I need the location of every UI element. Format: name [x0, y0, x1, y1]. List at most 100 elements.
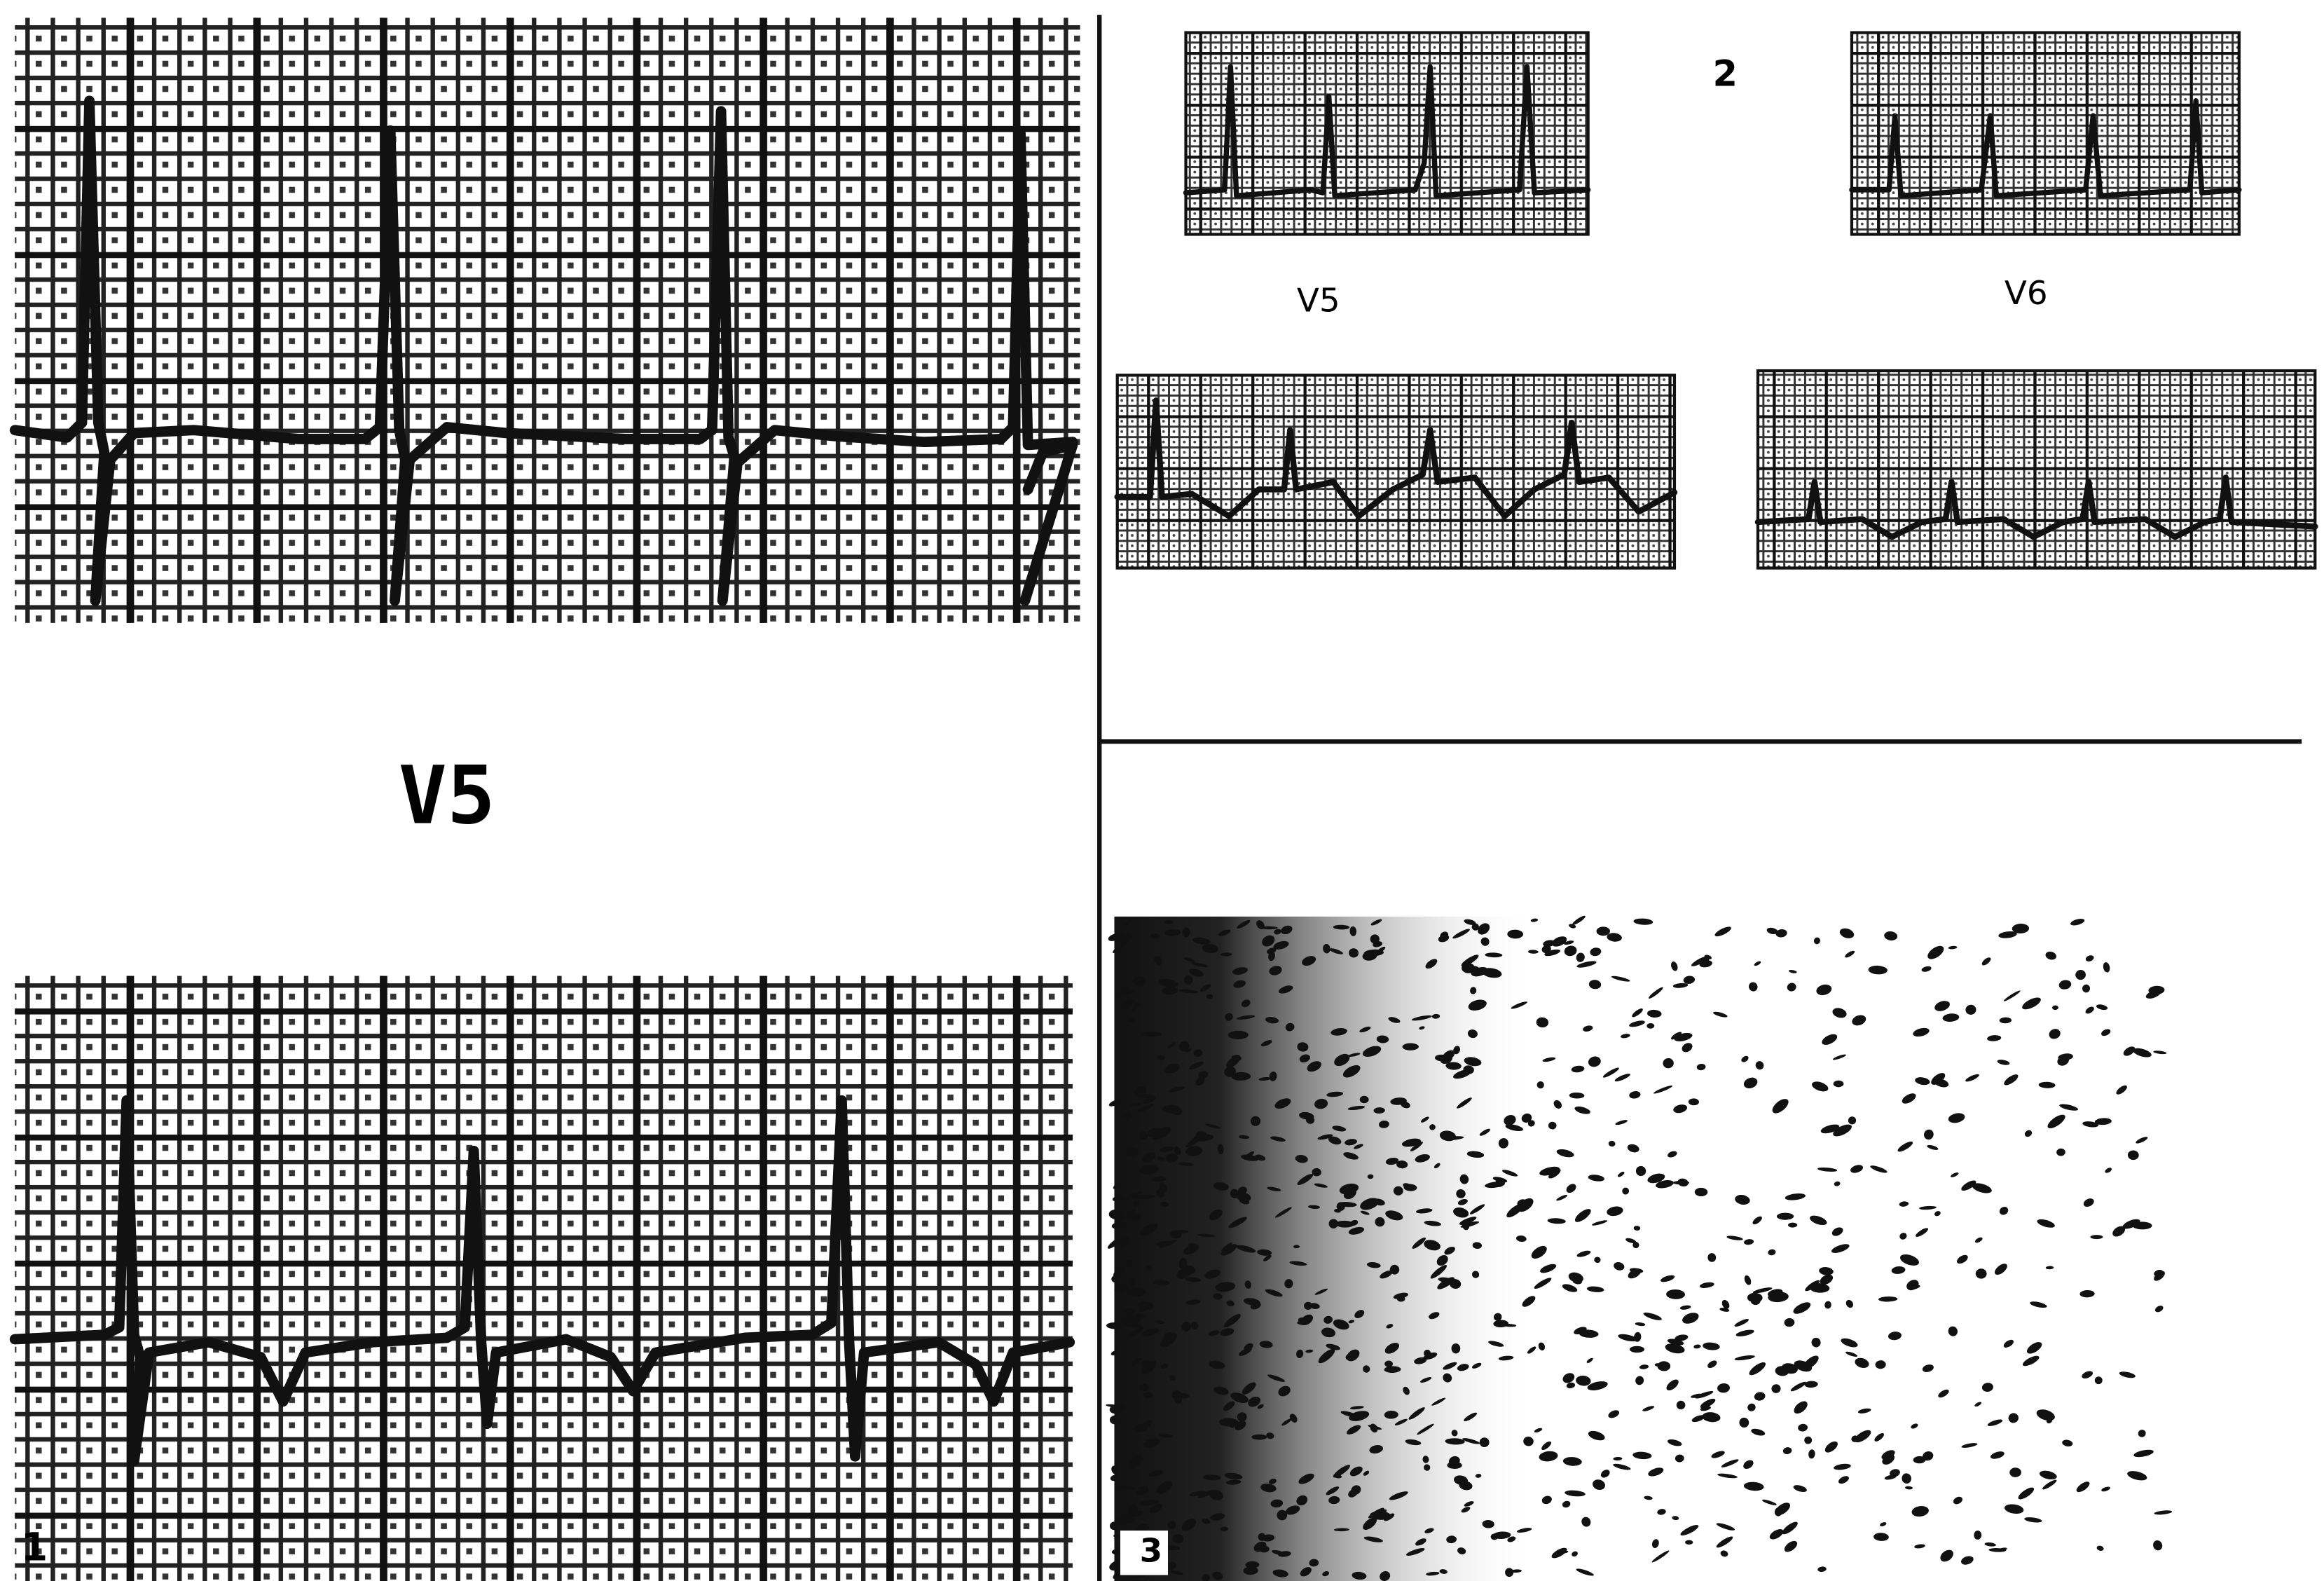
tissue-speckle [1464, 1501, 1474, 1507]
tissue-speckle [1348, 1053, 1361, 1057]
tissue-speckle [1990, 1451, 2005, 1459]
tissue-speckle [1111, 1350, 1118, 1356]
tissue-speckle [1160, 1363, 1169, 1369]
tissue-speckle [2083, 1198, 2094, 1207]
tissue-speckle [1479, 1437, 1490, 1448]
tissue-speckle [1523, 1436, 1534, 1446]
tissue-speckle [1434, 1054, 1449, 1062]
tissue-speckle [1145, 1266, 1152, 1271]
tissue-speckle [1366, 1262, 1381, 1268]
tissue-speckle [1562, 1500, 1571, 1508]
tissue-speckle [1972, 1183, 1992, 1193]
tissue-speckle [1646, 1009, 1662, 1018]
tissue-speckle [1607, 1206, 1623, 1217]
tissue-speckle [1380, 1270, 1393, 1279]
tissue-speckle [2037, 1219, 2055, 1228]
tissue-speckle [1839, 928, 1855, 938]
tissue-speckle [1139, 1384, 1150, 1392]
tissue-speckle [1299, 1111, 1314, 1120]
tissue-speckle [2036, 1409, 2055, 1421]
tissue-speckle [1618, 1334, 1637, 1342]
tissue-speckle [1328, 1136, 1342, 1145]
tissue-speckle [1225, 1479, 1242, 1485]
tissue-speckle [1308, 1205, 1320, 1210]
tissue-speckle [1451, 1343, 1461, 1354]
tissue-speckle [1608, 1140, 1616, 1147]
tissue-speckle [2123, 1046, 2136, 1056]
tissue-speckle [1522, 1296, 1536, 1307]
tissue-speckle [1430, 1264, 1448, 1279]
tissue-speckle [1902, 1093, 1916, 1104]
tissue-speckle [1702, 1412, 1721, 1423]
tissue-speckle [1817, 1566, 1827, 1572]
tissue-speckle [1501, 1170, 1518, 1177]
tissue-speckle [1988, 1548, 2007, 1552]
tissue-speckle [1402, 1043, 1419, 1050]
tissue-speckle [2018, 1487, 2035, 1500]
tissue-speckle [2105, 1168, 2112, 1173]
tissue-speckle [1354, 1310, 1365, 1319]
tissue-speckle [1143, 1392, 1153, 1399]
tissue-speckle [1274, 929, 1281, 935]
tissue-speckle [1209, 1360, 1225, 1369]
tissue-speckle [1984, 1542, 1996, 1547]
tissue-speckle [1209, 1209, 1223, 1221]
tissue-speckle [1961, 1556, 1974, 1565]
tissue-speckle [1838, 1476, 1849, 1484]
tissue-speckle [1897, 1141, 1913, 1152]
tissue-speckle [1632, 1008, 1643, 1018]
tissue-speckle [1542, 1057, 1556, 1062]
tissue-speckle [1343, 1152, 1359, 1160]
tissue-speckle [1530, 918, 1539, 922]
tissue-speckle [1263, 1254, 1272, 1261]
tissue-speckle [2082, 1371, 2093, 1378]
tissue-speckle [1790, 1381, 1806, 1392]
tissue-speckle [1911, 1423, 1918, 1429]
tissue-speckle [1169, 1375, 1176, 1381]
tissue-speckle [1592, 1220, 1608, 1226]
tissue-speckle [2056, 1148, 2065, 1156]
tissue-speckle [1793, 1485, 1807, 1493]
tissue-speckle [1948, 1326, 1958, 1336]
tissue-speckle [1305, 1349, 1314, 1353]
tissue-speckle [1199, 984, 1211, 992]
tissue-speckle [1396, 1296, 1405, 1302]
tissue-speckle [1810, 1215, 1827, 1226]
tissue-speckle [1633, 1226, 1641, 1231]
tissue-speckle [1334, 1053, 1350, 1067]
tissue-speckle [1443, 1362, 1457, 1370]
tissue-speckle [1189, 1491, 1206, 1497]
tissue-speckle [1157, 1320, 1164, 1325]
tissue-speckle [1241, 1154, 1259, 1161]
tissue-speckle [1562, 1457, 1582, 1466]
tissue-speckle [1774, 1507, 1783, 1517]
tissue-speckle [1251, 1434, 1267, 1440]
tissue-speckle [1347, 1105, 1366, 1111]
tissue-speckle [1782, 1521, 1798, 1535]
tissue-speckle [1647, 1173, 1665, 1184]
tissue-speckle [1189, 969, 1204, 977]
tissue-speckle [1734, 1355, 1755, 1361]
tissue-speckle [2062, 1439, 2073, 1447]
tissue-speckle [2075, 969, 2086, 980]
tissue-speckle [1459, 1174, 1469, 1184]
tissue-speckle [1471, 1271, 1480, 1278]
tissue-speckle [1429, 1312, 1440, 1320]
tissue-speckle [1336, 1202, 1345, 1211]
tissue-speckle [1181, 1322, 1191, 1332]
tissue-speckle [1403, 1386, 1410, 1395]
tissue-speckle [1245, 1561, 1260, 1568]
tissue-speckle [1677, 1178, 1689, 1187]
tissue-speckle [1798, 1423, 1808, 1432]
tissue-speckle [1981, 957, 1991, 966]
tissue-speckle [1536, 1017, 1549, 1028]
tissue-speckle [1672, 1516, 1679, 1521]
tissue-speckle [1593, 1479, 1606, 1490]
tissue-speckle [1744, 1239, 1754, 1245]
tissue-speckle [2079, 1290, 2095, 1298]
tissue-speckle [1534, 1428, 1543, 1433]
tissue-speckle [1651, 1539, 1659, 1549]
tissue-speckle [2058, 980, 2072, 990]
tissue-speckle [1754, 1392, 1766, 1401]
tissue-speckle [1209, 1490, 1223, 1500]
